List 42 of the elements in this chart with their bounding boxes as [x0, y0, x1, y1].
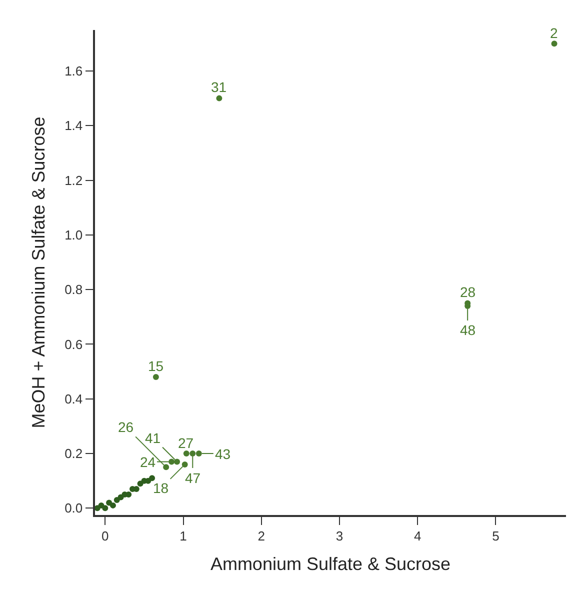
annotation: 48	[460, 322, 476, 338]
y-tick-label: 1.0	[64, 227, 83, 242]
y-tick-label: 1.6	[64, 64, 83, 79]
annotation: 47	[185, 470, 201, 486]
x-tick-label: 0	[102, 528, 109, 544]
point	[110, 502, 116, 508]
point	[152, 374, 159, 380]
y-tick-label: 0.4	[64, 391, 83, 406]
annotation: 41	[145, 430, 161, 446]
annotation: 26	[118, 419, 134, 435]
x-tick-label: 1	[180, 528, 187, 544]
y-axis-title: MeOH + Ammonium Sulfate & Sucrose	[28, 116, 48, 428]
point	[190, 450, 196, 457]
point	[174, 458, 180, 465]
annotation: 27	[178, 435, 194, 451]
point	[102, 505, 108, 512]
annotation: 2	[550, 25, 558, 41]
y-tick-label: 0.6	[64, 336, 83, 352]
point	[183, 450, 190, 457]
y-tick-label: 1.4	[64, 118, 83, 134]
point	[168, 458, 175, 465]
annotation: 24	[140, 454, 156, 470]
annotation: 15	[148, 358, 164, 374]
x-tick-label: 3	[336, 528, 344, 544]
x-axis-title: Ammonium Sulfate & Sucrose	[210, 554, 451, 574]
y-tick-label: 1.2	[64, 172, 83, 188]
point	[196, 450, 202, 457]
y-tick-label: 0.0	[64, 500, 83, 516]
annotation: 18	[153, 480, 169, 496]
annotation: 43	[215, 446, 231, 462]
point	[182, 461, 188, 468]
point	[149, 475, 156, 482]
x-tick-label: 2	[258, 528, 265, 544]
x-tick-label: 4	[414, 528, 422, 544]
point	[216, 95, 222, 102]
point	[551, 40, 558, 47]
x-tick-label: 5	[492, 528, 500, 544]
annotation: 28	[460, 284, 476, 300]
point	[163, 464, 170, 470]
y-tick-label: 0.8	[64, 282, 83, 298]
annotation: 31	[211, 79, 227, 95]
y-tick-label: 0.2	[64, 446, 83, 462]
